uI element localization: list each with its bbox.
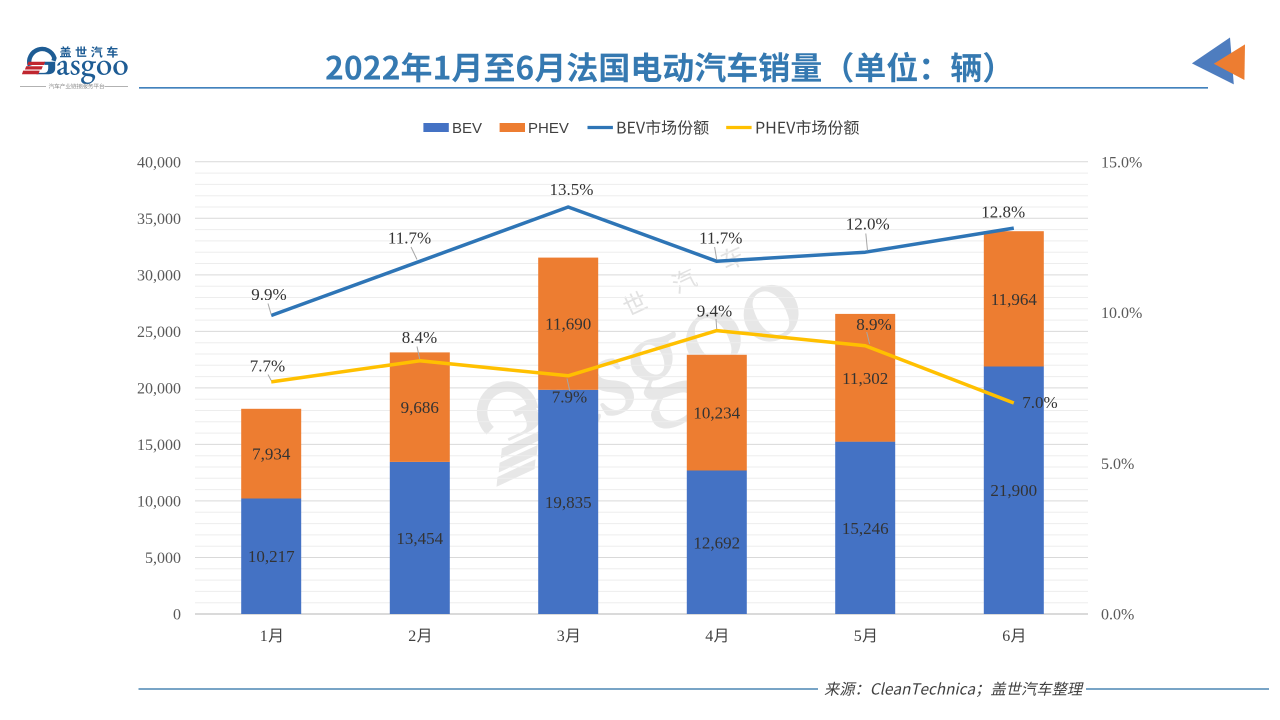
svg-text:7.0%: 7.0% [1022,393,1057,412]
svg-text:20,000: 20,000 [137,380,181,397]
svg-text:9,686: 9,686 [401,398,439,417]
svg-text:10,000: 10,000 [137,493,181,510]
svg-text:12.8%: 12.8% [981,203,1025,222]
svg-text:19,835: 19,835 [545,493,592,512]
svg-text:35,000: 35,000 [137,211,181,228]
svg-text:4: 4 [705,628,713,645]
svg-text:0.0%: 0.0% [1101,607,1134,624]
svg-text:PHEV: PHEV [528,120,569,137]
svg-text:40,000: 40,000 [137,154,181,171]
svg-text:8.4%: 8.4% [402,328,437,347]
svg-text:9.9%: 9.9% [251,285,286,304]
svg-text:11,964: 11,964 [991,290,1038,309]
svg-text:15,000: 15,000 [137,437,181,454]
svg-text:10.0%: 10.0% [1101,305,1142,322]
svg-text:5: 5 [854,628,862,645]
svg-text:7.9%: 7.9% [552,388,587,407]
svg-text:7,934: 7,934 [252,445,291,464]
svg-text:3: 3 [557,628,565,645]
svg-text:7.7%: 7.7% [250,357,285,376]
svg-text:10,217: 10,217 [248,547,295,566]
svg-text:21,900: 21,900 [990,481,1037,500]
svg-text:8.9%: 8.9% [856,315,891,334]
svg-text:5,000: 5,000 [145,550,181,567]
svg-text:15.0%: 15.0% [1101,154,1142,171]
svg-text:1: 1 [260,628,268,645]
svg-text:6: 6 [1002,628,1010,645]
svg-text:0: 0 [173,607,181,624]
svg-text:12.0%: 12.0% [846,215,890,234]
svg-text:2: 2 [408,628,416,645]
svg-text:15,246: 15,246 [842,519,889,538]
svg-text:13,454: 13,454 [396,529,443,548]
svg-text:5.0%: 5.0% [1101,456,1134,473]
svg-text:13.5%: 13.5% [550,180,594,199]
svg-text:9.4%: 9.4% [697,301,732,320]
svg-text:11.7%: 11.7% [388,229,431,248]
svg-text:11,302: 11,302 [842,369,888,388]
svg-text:25,000: 25,000 [137,324,181,341]
svg-text:BEV: BEV [452,120,482,137]
svg-text:30,000: 30,000 [137,267,181,284]
svg-text:11,690: 11,690 [545,315,591,334]
svg-text:10,234: 10,234 [693,404,740,423]
svg-text:11.7%: 11.7% [699,229,742,248]
svg-text:12,692: 12,692 [693,533,740,552]
